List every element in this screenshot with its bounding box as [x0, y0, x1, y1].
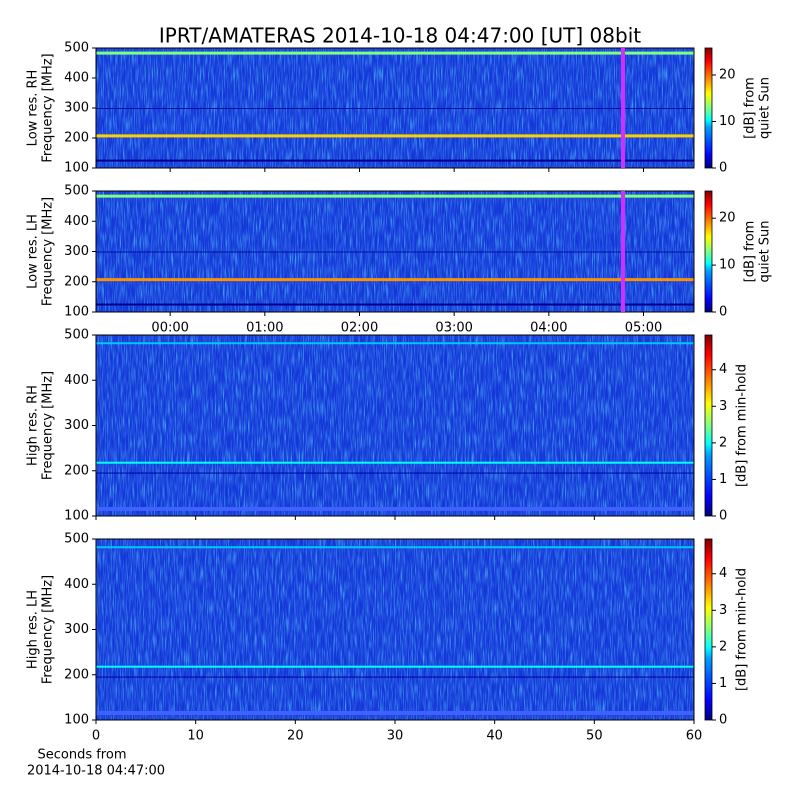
spectrogram-band — [96, 472, 694, 474]
colorbar-tick-label: 4 — [719, 566, 727, 581]
y-axis-label: Frequency [MHz] — [41, 53, 56, 162]
x-tick-label: 20 — [287, 729, 304, 744]
y-tick-label: 200 — [64, 131, 89, 146]
x-tick-label: 60 — [686, 729, 703, 744]
y-axis-label: High res. RH — [26, 385, 41, 466]
y-tick-label: 100 — [64, 509, 89, 524]
x-tick-label: 10 — [187, 729, 204, 744]
y-tick-label: 400 — [64, 577, 89, 592]
y-tick-label: 300 — [64, 418, 89, 433]
spectrogram-texture — [96, 335, 694, 516]
colorbar — [704, 538, 713, 721]
spectrogram-band — [96, 506, 694, 511]
colorbar-tick-label: 2 — [719, 639, 727, 654]
spectrogram-band — [96, 278, 694, 282]
spectrogram-band — [96, 108, 694, 109]
y-axis-label: Low res. RH — [26, 70, 41, 147]
y-tick-label: 100 — [64, 305, 89, 320]
y-tick-label: 100 — [64, 713, 89, 728]
y-tick-label: 400 — [64, 71, 89, 86]
colorbar-tick-label: 1 — [719, 472, 727, 487]
y-tick-label: 500 — [64, 184, 89, 199]
y-axis-label: Frequency [MHz] — [41, 371, 56, 480]
x-tick-label: 03:00 — [435, 321, 472, 336]
y-tick-label: 200 — [64, 667, 89, 682]
y-tick-label: 500 — [64, 532, 89, 547]
x-axis-label: Seconds from — [37, 748, 126, 763]
x-tick-label: 01:00 — [246, 321, 283, 336]
spectrogram-band — [96, 159, 694, 162]
spectrogram-band — [96, 342, 694, 345]
colorbar-label: [dB] from min-hold — [735, 364, 750, 487]
y-tick-label: 300 — [64, 101, 89, 116]
colorbar-tick-label: 1 — [719, 676, 727, 691]
y-axis-label: Frequency [MHz] — [41, 197, 56, 306]
y-tick-label: 300 — [64, 244, 89, 259]
y-tick-label: 200 — [64, 274, 89, 289]
spectrogram-band — [96, 303, 694, 306]
x-tick-label: 00:00 — [151, 321, 188, 336]
spectrogram-band — [96, 51, 694, 55]
x-axis-label: 2014-10-18 04:47:00 — [27, 764, 165, 779]
spectrogram-band — [96, 461, 694, 464]
colorbar — [704, 47, 713, 169]
colorbar-label: quiet Sun — [758, 220, 773, 282]
colorbar-tick-label: 0 — [719, 305, 727, 320]
spectrogram-texture — [96, 539, 694, 720]
y-tick-label: 200 — [64, 463, 89, 478]
x-tick-label: 40 — [486, 729, 503, 744]
y-tick-label: 400 — [64, 214, 89, 229]
y-axis-label: Low res. LH — [26, 214, 41, 289]
y-tick-label: 300 — [64, 622, 89, 637]
figure-title: IPRT/AMATERAS 2014-10-18 04:47:00 [UT] 0… — [159, 24, 641, 48]
colorbar — [704, 190, 713, 313]
spectrogram-band — [96, 251, 694, 253]
spectrogram-band — [96, 676, 694, 678]
x-tick-label: 02:00 — [341, 321, 378, 336]
colorbar-tick-label: 0 — [719, 713, 727, 728]
spectrogram-band — [96, 665, 694, 668]
colorbar-tick-label: 2 — [719, 435, 727, 450]
spectrogram-band — [96, 134, 694, 138]
y-tick-label: 100 — [64, 161, 89, 176]
colorbar — [704, 334, 713, 517]
x-tick-label: 0 — [92, 729, 100, 744]
x-tick-label: 30 — [387, 729, 404, 744]
colorbar-tick-label: 20 — [719, 211, 736, 226]
colorbar-label: quiet Sun — [758, 77, 773, 139]
y-axis-label: Frequency [MHz] — [41, 575, 56, 684]
colorbar-tick-label: 10 — [719, 258, 736, 273]
spectrogram-band — [96, 710, 694, 715]
colorbar-tick-label: 3 — [719, 603, 727, 618]
y-axis-label: High res. LH — [26, 590, 41, 669]
x-tick-label: 04:00 — [530, 321, 567, 336]
colorbar-tick-label: 0 — [719, 509, 727, 524]
colorbar-label: [dB] from — [743, 77, 758, 139]
colorbar-tick-label: 3 — [719, 399, 727, 414]
y-tick-label: 500 — [64, 41, 89, 56]
colorbar-tick-label: 10 — [719, 114, 736, 129]
colorbar-tick-label: 20 — [719, 67, 736, 82]
colorbar-label: [dB] from — [743, 221, 758, 283]
y-tick-label: 500 — [64, 328, 89, 343]
colorbar-tick-label: 0 — [719, 161, 727, 176]
colorbar-tick-label: 4 — [719, 362, 727, 377]
colorbar-label: [dB] from min-hold — [735, 568, 750, 691]
x-tick-label: 50 — [586, 729, 603, 744]
spectrogram-band — [96, 546, 694, 549]
spectrogram-band — [96, 194, 694, 198]
y-tick-label: 400 — [64, 373, 89, 388]
x-tick-label: 05:00 — [625, 321, 662, 336]
